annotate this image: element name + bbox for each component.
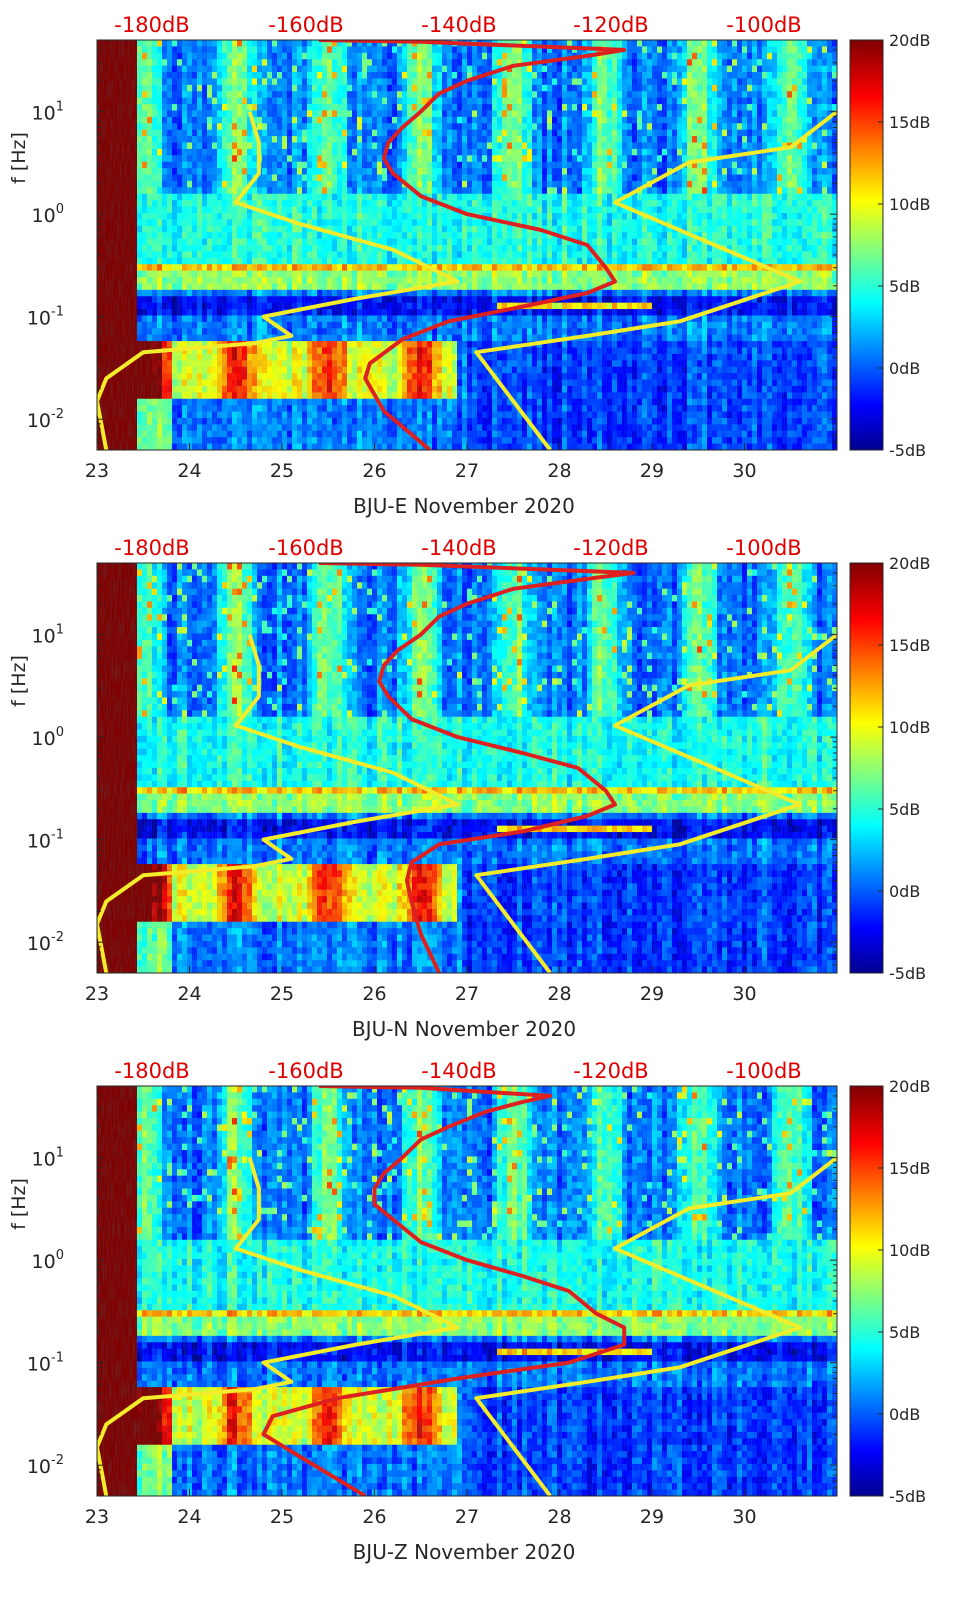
spectrogram-heatmap <box>97 40 837 450</box>
